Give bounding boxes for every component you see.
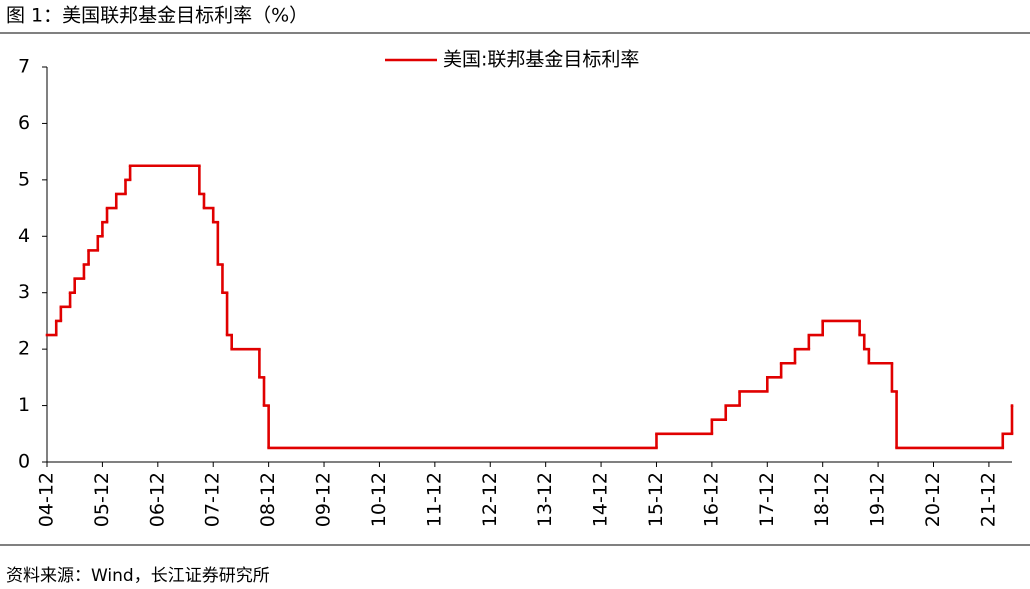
y-tick-label: 0 (18, 451, 30, 473)
x-tick-label: 21-12 (977, 472, 999, 527)
x-tick-label: 12-12 (479, 472, 501, 527)
x-tick-label: 05-12 (91, 472, 113, 527)
x-tick-label: 15-12 (645, 472, 667, 527)
x-tick-label: 16-12 (700, 472, 722, 527)
x-tick-label: 06-12 (146, 472, 168, 527)
x-tick-label: 10-12 (368, 472, 390, 527)
x-tick-label: 14-12 (590, 472, 612, 527)
x-tick-label: 08-12 (257, 472, 279, 527)
x-tick-label: 11-12 (423, 472, 445, 527)
x-tick-label: 19-12 (867, 472, 889, 527)
x-tick-label: 07-12 (202, 472, 224, 527)
y-tick-label: 3 (18, 281, 30, 303)
x-tick-label: 17-12 (756, 472, 778, 527)
legend-label: 美国:联邦基金目标利率 (443, 49, 639, 71)
source-note: 资料来源：Wind，长江证券研究所 (6, 566, 270, 586)
chart-title: 图 1：美国联邦基金目标利率（%） (6, 5, 308, 27)
y-tick-label: 2 (18, 338, 30, 360)
x-tick-label: 18-12 (811, 472, 833, 527)
y-tick-label: 5 (18, 168, 30, 190)
x-tick-label: 13-12 (534, 472, 556, 527)
y-tick-label: 7 (18, 56, 30, 78)
y-tick-label: 6 (18, 112, 30, 134)
y-tick-label: 1 (18, 394, 30, 416)
x-tick-label: 09-12 (313, 472, 335, 527)
x-tick-label: 04-12 (36, 472, 58, 527)
x-tick-label: 20-12 (922, 472, 944, 527)
y-tick-label: 4 (18, 225, 30, 247)
